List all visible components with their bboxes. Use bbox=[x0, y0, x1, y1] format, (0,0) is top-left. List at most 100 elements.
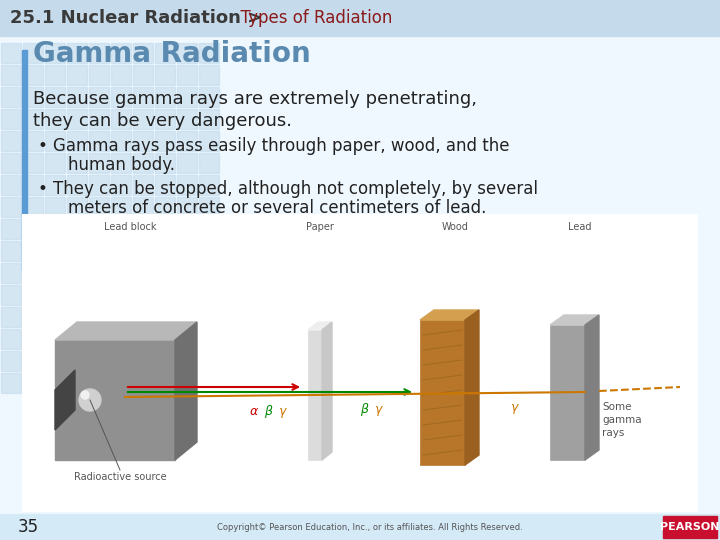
Text: Paper: Paper bbox=[306, 222, 334, 232]
Bar bbox=[155, 197, 175, 217]
Text: Wood: Wood bbox=[441, 222, 469, 232]
Bar bbox=[67, 131, 87, 151]
Bar bbox=[45, 153, 65, 173]
Bar bbox=[133, 329, 153, 349]
Bar bbox=[177, 241, 197, 261]
Bar bbox=[111, 241, 131, 261]
Bar bbox=[155, 131, 175, 151]
Bar bbox=[111, 175, 131, 195]
Bar bbox=[111, 351, 131, 371]
Bar bbox=[199, 43, 219, 63]
Bar bbox=[177, 219, 197, 239]
Polygon shape bbox=[175, 322, 197, 460]
Bar bbox=[89, 131, 109, 151]
Bar bbox=[420, 320, 465, 465]
Bar bbox=[89, 153, 109, 173]
Bar bbox=[199, 153, 219, 173]
Bar bbox=[89, 285, 109, 305]
Text: •: • bbox=[38, 180, 48, 198]
Bar bbox=[67, 285, 87, 305]
Bar bbox=[1, 263, 21, 283]
Bar bbox=[111, 197, 131, 217]
Bar bbox=[89, 65, 109, 85]
Text: Some
gamma
rays: Some gamma rays bbox=[602, 402, 642, 438]
Bar bbox=[45, 285, 65, 305]
Bar bbox=[23, 329, 43, 349]
Bar bbox=[133, 307, 153, 327]
Bar bbox=[133, 197, 153, 217]
Bar bbox=[0, 0, 720, 36]
Text: Types of Radiation: Types of Radiation bbox=[230, 9, 392, 27]
Bar bbox=[177, 87, 197, 107]
Bar bbox=[199, 87, 219, 107]
Bar bbox=[67, 153, 87, 173]
Bar bbox=[1, 285, 21, 305]
Bar bbox=[133, 285, 153, 305]
Bar bbox=[133, 241, 153, 261]
Bar bbox=[111, 285, 131, 305]
Bar bbox=[155, 87, 175, 107]
Bar bbox=[45, 87, 65, 107]
Bar bbox=[177, 197, 197, 217]
Polygon shape bbox=[55, 322, 197, 340]
Bar bbox=[45, 241, 65, 261]
Text: γ: γ bbox=[374, 403, 382, 416]
Bar bbox=[89, 241, 109, 261]
Bar bbox=[199, 219, 219, 239]
Bar bbox=[22, 50, 27, 270]
Bar bbox=[155, 329, 175, 349]
Bar bbox=[177, 329, 197, 349]
Bar bbox=[155, 285, 175, 305]
Text: •: • bbox=[38, 137, 48, 155]
Bar bbox=[133, 263, 153, 283]
Polygon shape bbox=[55, 370, 75, 430]
Bar bbox=[1, 87, 21, 107]
Bar bbox=[89, 43, 109, 63]
Bar bbox=[23, 263, 43, 283]
Text: Because gamma rays are extremely penetrating,: Because gamma rays are extremely penetra… bbox=[33, 90, 477, 108]
Bar bbox=[1, 307, 21, 327]
Bar bbox=[155, 65, 175, 85]
Bar bbox=[1, 109, 21, 129]
Bar bbox=[89, 329, 109, 349]
Bar bbox=[23, 153, 43, 173]
Bar bbox=[550, 325, 585, 460]
Text: Lead: Lead bbox=[568, 222, 592, 232]
Bar bbox=[23, 131, 43, 151]
Bar bbox=[55, 340, 175, 460]
Bar bbox=[23, 197, 43, 217]
Bar bbox=[1, 197, 21, 217]
Bar bbox=[155, 307, 175, 327]
Bar bbox=[67, 373, 87, 393]
Bar bbox=[45, 131, 65, 151]
Bar bbox=[67, 197, 87, 217]
Bar bbox=[67, 241, 87, 261]
Bar bbox=[67, 175, 87, 195]
Bar bbox=[199, 307, 219, 327]
Bar bbox=[1, 65, 21, 85]
Bar bbox=[1, 373, 21, 393]
Bar bbox=[23, 373, 43, 393]
Bar bbox=[199, 175, 219, 195]
Bar bbox=[67, 329, 87, 349]
Bar bbox=[1, 351, 21, 371]
Bar bbox=[177, 175, 197, 195]
Bar bbox=[23, 87, 43, 107]
Bar bbox=[45, 109, 65, 129]
Bar bbox=[177, 263, 197, 283]
Bar bbox=[1, 43, 21, 63]
Bar bbox=[45, 197, 65, 217]
Bar bbox=[111, 219, 131, 239]
Bar bbox=[111, 65, 131, 85]
Bar bbox=[155, 263, 175, 283]
Bar bbox=[1, 329, 21, 349]
Bar bbox=[89, 197, 109, 217]
Bar bbox=[1, 131, 21, 151]
Bar bbox=[133, 87, 153, 107]
Bar bbox=[133, 109, 153, 129]
Bar bbox=[89, 87, 109, 107]
Text: they can be very dangerous.: they can be very dangerous. bbox=[33, 112, 292, 130]
Circle shape bbox=[79, 389, 101, 411]
Bar bbox=[67, 219, 87, 239]
Text: They can be stopped, although not completely, by several: They can be stopped, although not comple… bbox=[53, 180, 538, 198]
